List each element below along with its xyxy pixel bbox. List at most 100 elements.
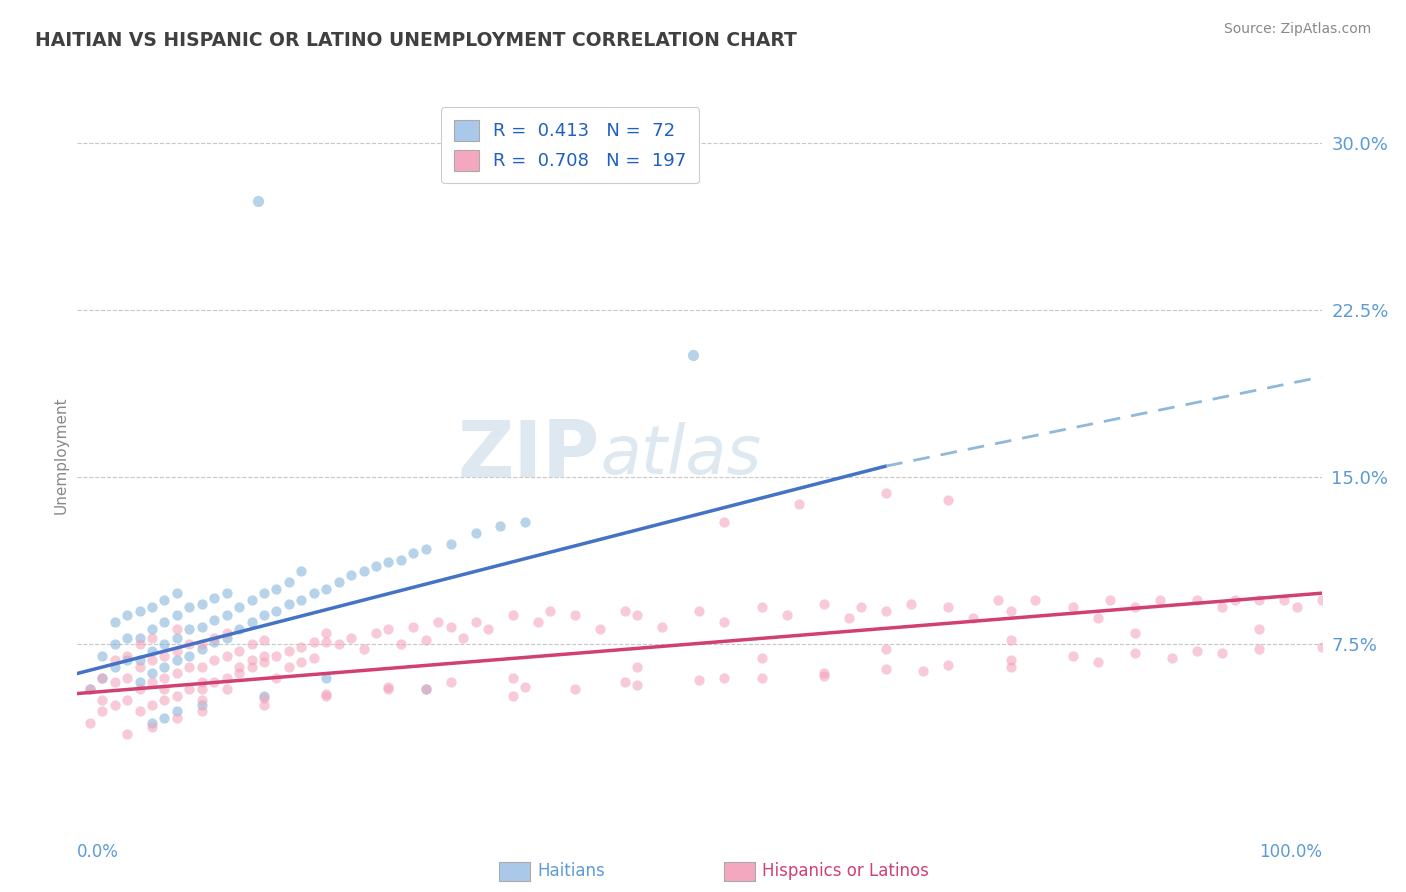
Point <box>875 485 897 500</box>
Point <box>141 720 163 734</box>
Point <box>1187 592 1209 607</box>
Point <box>377 555 399 569</box>
Point <box>166 689 188 703</box>
Point <box>215 671 238 685</box>
Point <box>128 681 150 696</box>
Point <box>353 642 375 657</box>
Point <box>166 705 188 719</box>
Point <box>191 660 214 674</box>
Point <box>613 675 636 690</box>
Point <box>153 711 176 725</box>
Point <box>987 592 1010 607</box>
Point <box>215 626 238 640</box>
Point <box>875 662 897 676</box>
Point <box>315 689 337 703</box>
Point <box>1000 633 1022 648</box>
Point <box>1087 655 1109 669</box>
Point <box>191 698 214 712</box>
Point <box>202 591 225 605</box>
Point <box>962 611 984 625</box>
Point <box>104 653 127 667</box>
Point <box>290 592 312 607</box>
Point <box>179 622 201 636</box>
Point <box>589 622 612 636</box>
Point <box>191 619 214 633</box>
Point <box>1272 592 1295 607</box>
Point <box>526 615 548 630</box>
Point <box>141 653 163 667</box>
Point <box>377 622 399 636</box>
Point <box>713 671 735 685</box>
Point <box>713 615 735 630</box>
Text: 100.0%: 100.0% <box>1258 843 1322 861</box>
Point <box>240 653 263 667</box>
Point <box>875 604 897 618</box>
Point <box>115 653 138 667</box>
Point <box>328 574 350 589</box>
Point <box>153 648 176 663</box>
Point <box>502 608 524 623</box>
Point <box>1099 592 1122 607</box>
Point <box>377 680 399 694</box>
Point <box>253 655 276 669</box>
Point <box>1149 592 1171 607</box>
Point <box>415 681 437 696</box>
Point <box>415 633 437 648</box>
Point <box>153 615 176 630</box>
Point <box>228 666 250 681</box>
Text: Hispanics or Latinos: Hispanics or Latinos <box>762 863 929 880</box>
Point <box>751 651 773 665</box>
Point <box>1123 646 1146 660</box>
Point <box>315 582 337 596</box>
Point <box>364 626 387 640</box>
Point <box>415 681 437 696</box>
Point <box>364 559 387 574</box>
Point <box>427 615 450 630</box>
Point <box>315 626 337 640</box>
Point <box>115 648 138 663</box>
Point <box>751 599 773 614</box>
Point <box>1187 644 1209 658</box>
Point <box>115 671 138 685</box>
Point <box>253 586 276 600</box>
Point <box>689 604 711 618</box>
Point <box>440 619 463 633</box>
Point <box>246 194 269 208</box>
Point <box>104 660 127 674</box>
Point <box>938 492 960 507</box>
Point <box>502 689 524 703</box>
Point <box>166 586 188 600</box>
Point <box>128 660 150 674</box>
Point <box>682 348 704 362</box>
Point <box>415 541 437 556</box>
Point <box>626 678 648 692</box>
Point <box>228 622 250 636</box>
Point <box>1123 599 1146 614</box>
Point <box>1000 604 1022 618</box>
Point <box>489 519 512 533</box>
Point <box>91 648 114 663</box>
Point <box>751 671 773 685</box>
Point <box>153 660 176 674</box>
Point <box>1087 611 1109 625</box>
Point <box>240 637 263 651</box>
Point <box>253 633 276 648</box>
Point <box>166 711 188 725</box>
Point <box>302 651 325 665</box>
Point <box>253 608 276 623</box>
Point <box>277 598 299 612</box>
Point <box>1249 592 1271 607</box>
Point <box>166 608 188 623</box>
Point <box>912 664 935 678</box>
Point <box>228 644 250 658</box>
Legend: R =  0.413   N =  72, R =  0.708   N =  197: R = 0.413 N = 72, R = 0.708 N = 197 <box>441 107 699 183</box>
Y-axis label: Unemployment: Unemployment <box>53 396 69 514</box>
Point <box>1062 648 1084 663</box>
Point <box>1310 592 1333 607</box>
Point <box>451 631 474 645</box>
Point <box>79 681 101 696</box>
Point <box>104 698 127 712</box>
Point <box>215 648 238 663</box>
Point <box>104 675 127 690</box>
Point <box>626 608 648 623</box>
